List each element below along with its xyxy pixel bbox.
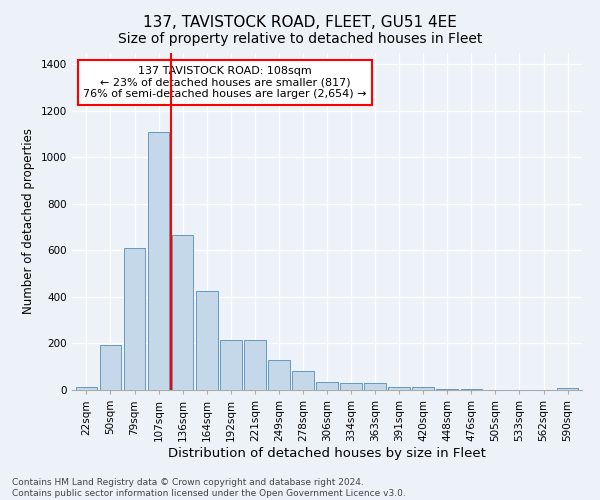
Bar: [557, 388, 578, 390]
Text: Contains HM Land Registry data © Crown copyright and database right 2024.
Contai: Contains HM Land Registry data © Crown c…: [12, 478, 406, 498]
Bar: [268, 360, 290, 390]
Bar: [461, 389, 482, 390]
Bar: [244, 340, 266, 390]
Bar: [124, 248, 145, 390]
Text: 137 TAVISTOCK ROAD: 108sqm
← 23% of detached houses are smaller (817)
76% of sem: 137 TAVISTOCK ROAD: 108sqm ← 23% of deta…: [83, 66, 367, 99]
Bar: [412, 387, 434, 390]
Bar: [172, 235, 193, 390]
Bar: [388, 386, 410, 390]
Bar: [196, 291, 218, 390]
Text: 137, TAVISTOCK ROAD, FLEET, GU51 4EE: 137, TAVISTOCK ROAD, FLEET, GU51 4EE: [143, 15, 457, 30]
Bar: [220, 340, 242, 390]
Bar: [292, 372, 314, 390]
Y-axis label: Number of detached properties: Number of detached properties: [22, 128, 35, 314]
Bar: [340, 384, 362, 390]
Bar: [76, 386, 97, 390]
Bar: [436, 389, 458, 390]
Bar: [364, 384, 386, 390]
Bar: [100, 344, 121, 390]
Text: Size of property relative to detached houses in Fleet: Size of property relative to detached ho…: [118, 32, 482, 46]
Bar: [148, 132, 169, 390]
X-axis label: Distribution of detached houses by size in Fleet: Distribution of detached houses by size …: [168, 446, 486, 460]
Bar: [316, 382, 338, 390]
